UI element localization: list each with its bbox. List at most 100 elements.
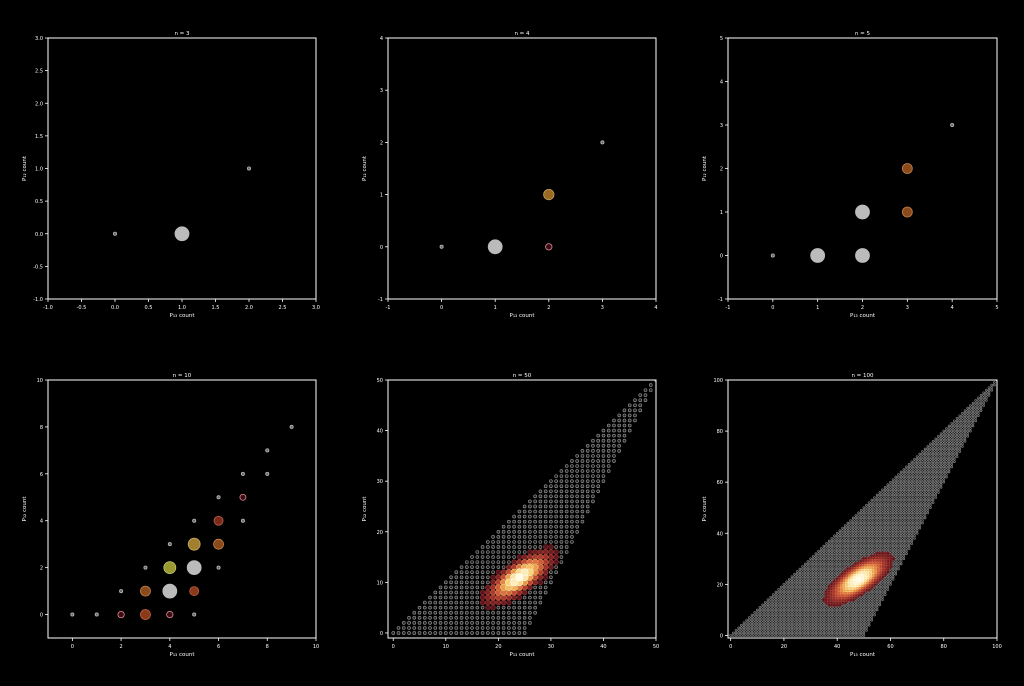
data-point [913, 462, 916, 466]
data-point [846, 549, 850, 553]
data-point [851, 618, 855, 622]
data-point [167, 542, 172, 547]
data-point [617, 438, 622, 443]
data-point [490, 599, 496, 606]
data-point [897, 565, 900, 568]
data-point [117, 610, 125, 619]
data-point [894, 501, 898, 504]
data-point [915, 462, 919, 466]
data-point [907, 470, 911, 474]
data-point [854, 549, 858, 553]
data-point [496, 615, 501, 620]
data-point [417, 626, 422, 630]
data-point [843, 613, 847, 617]
data-point [910, 503, 914, 507]
data-point [950, 422, 954, 425]
data-point [559, 489, 564, 494]
data-point [438, 590, 443, 595]
data-point [867, 534, 871, 538]
data-point [580, 454, 585, 458]
data-point [843, 524, 847, 527]
data-point [790, 606, 794, 609]
data-point [934, 442, 938, 446]
data-point [942, 452, 946, 456]
data-point [955, 417, 959, 420]
data-point [841, 565, 844, 568]
data-point [570, 459, 574, 463]
data-point [838, 557, 842, 561]
data-point [838, 626, 842, 630]
data-point [790, 629, 794, 632]
data-point [899, 539, 903, 543]
data-point [542, 554, 549, 560]
data-point [753, 618, 756, 622]
data-point [564, 484, 569, 489]
data-point [846, 537, 850, 540]
data-point [891, 570, 895, 573]
data-point [883, 521, 887, 525]
data-point [459, 580, 464, 585]
data-point [507, 560, 511, 564]
data-point [758, 606, 762, 609]
data-point [779, 603, 783, 607]
data-point [606, 464, 611, 468]
data-point [755, 608, 759, 612]
data-point [854, 524, 858, 527]
data-point [934, 478, 938, 481]
y-tick-label: 2.5 [35, 69, 43, 75]
data-point [889, 498, 892, 502]
data-point [838, 552, 842, 556]
data-point [867, 501, 871, 504]
data-point [779, 593, 783, 596]
data-point [825, 554, 828, 558]
data-point [810, 248, 826, 263]
data-point [963, 434, 967, 438]
data-point [894, 542, 898, 545]
data-point [846, 557, 850, 561]
data-point [910, 521, 914, 525]
data-point [819, 611, 823, 614]
data-point [961, 422, 964, 425]
data-point [915, 485, 919, 489]
data-point [915, 506, 919, 510]
data-point [485, 599, 491, 606]
axes-frame [387, 379, 657, 639]
data-point [785, 590, 788, 594]
data-point [926, 501, 930, 504]
data-point [779, 600, 783, 604]
data-point [790, 598, 794, 601]
data-point [512, 610, 516, 615]
data-point [422, 615, 427, 620]
data-point [902, 539, 906, 543]
data-point [891, 531, 895, 535]
data-point [830, 623, 834, 627]
data-point [835, 565, 839, 568]
data-point [801, 595, 804, 599]
data-point [774, 593, 778, 596]
data-point [945, 427, 948, 430]
data-point [830, 539, 834, 543]
data-point [899, 473, 903, 476]
data-point [596, 433, 600, 438]
data-point [803, 631, 807, 635]
data-point [543, 514, 548, 519]
data-point [769, 616, 772, 619]
data-point [507, 605, 511, 610]
data-point [522, 504, 527, 509]
data-point [470, 615, 474, 620]
data-point [549, 570, 553, 575]
data-point [899, 488, 903, 492]
data-point [140, 609, 151, 620]
x-tick-label: 1.0 [178, 305, 186, 311]
data-point [470, 585, 474, 590]
data-point [899, 491, 903, 494]
data-point [771, 595, 775, 599]
data-point [907, 483, 911, 487]
data-point [910, 524, 914, 527]
data-point [921, 503, 924, 507]
data-point [883, 526, 887, 530]
data-point [809, 634, 812, 637]
data-point [875, 519, 879, 522]
data-point [883, 491, 887, 494]
data-point [501, 610, 506, 615]
